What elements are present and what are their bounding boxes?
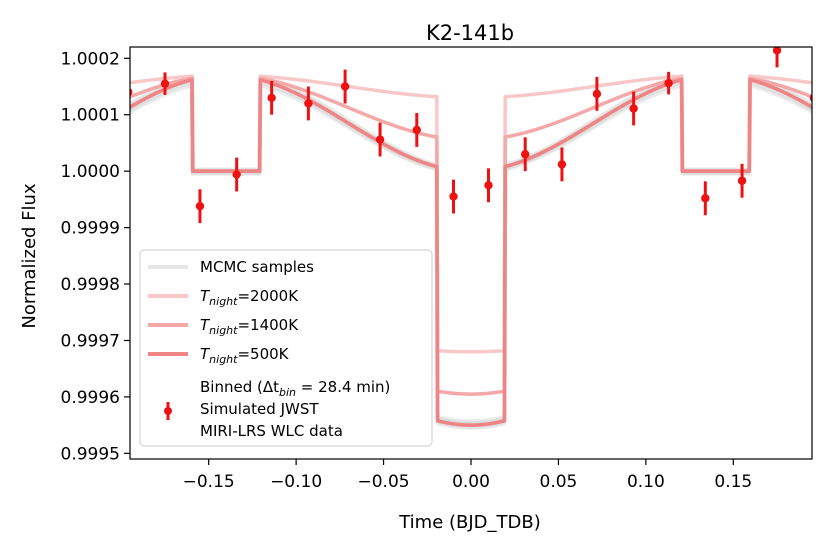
x-tick-label: −0.15: [183, 472, 235, 492]
data-point: [130, 88, 133, 96]
data-point: [521, 150, 530, 159]
x-tick-label: 0.15: [714, 472, 752, 492]
plot-inner: [130, 47, 812, 430]
data-point: [701, 194, 710, 203]
x-tick-label: −0.05: [358, 472, 410, 492]
legend-label-binned-1: Binned (Δtbin = 28.4 min): [200, 378, 390, 399]
legend-label-1: Tnight=2000K: [200, 287, 299, 308]
y-tick-label: 1.0000: [61, 162, 120, 182]
data-point: [592, 89, 602, 99]
data-point: [809, 93, 812, 102]
x-tick-label: −0.10: [270, 472, 322, 492]
y-axis-label: Normalized Flux: [19, 183, 40, 329]
legend-label-binned-3: MIRI-LRS WLC data: [200, 422, 343, 440]
legend-box: [139, 249, 433, 447]
data-point: [375, 135, 385, 144]
y-tick-label: 0.9998: [61, 275, 120, 295]
data-point: [664, 78, 673, 88]
data-point: [304, 99, 313, 108]
legend: MCMC samples Tnight=2000K Tnight=1400K Tnig…: [139, 249, 433, 447]
y-tick-label: 0.9996: [61, 388, 120, 408]
data-point: [629, 104, 638, 113]
x-tick-label: 0.05: [540, 472, 578, 492]
legend-label-3: Tnight=500K: [200, 345, 290, 366]
legend-label-binned-2: Simulated JWST: [200, 400, 319, 418]
data-point: [772, 47, 782, 55]
y-tick-label: 0.9995: [61, 444, 120, 464]
x-axis-ticks: −0.15 −0.10 −0.05 0.00 0.05 0.10 0.15: [183, 459, 752, 492]
data-point: [340, 82, 350, 91]
data-point: [267, 93, 276, 102]
data-point: [412, 125, 421, 135]
data-point: [557, 160, 567, 169]
y-tick-label: 0.9999: [61, 219, 120, 239]
data-point: [195, 201, 205, 211]
chart-title: K2-141b: [426, 21, 514, 45]
data-point: [160, 79, 170, 88]
data-point: [449, 192, 458, 201]
x-tick-label: 0.00: [452, 472, 490, 492]
legend-label-2: Tnight=1400K: [200, 316, 299, 337]
y-tick-label: 1.0001: [61, 106, 120, 126]
y-tick-label: 1.0002: [61, 49, 120, 69]
x-axis-label: Time (BJD_TDB): [398, 512, 541, 533]
y-tick-label: 0.9997: [61, 331, 120, 351]
x-tick-label: 0.10: [627, 472, 665, 492]
data-point: [232, 170, 241, 179]
plot-area: [129, 46, 813, 460]
y-axis-ticks: 0.9995 0.9996 0.9997 0.9998 0.9999 1.0000 1.00…: [61, 49, 130, 464]
legend-swatch-binned-dot: [164, 407, 172, 415]
data-point: [737, 176, 747, 185]
legend-label-0: MCMC samples: [200, 258, 314, 276]
data-point: [484, 181, 493, 190]
